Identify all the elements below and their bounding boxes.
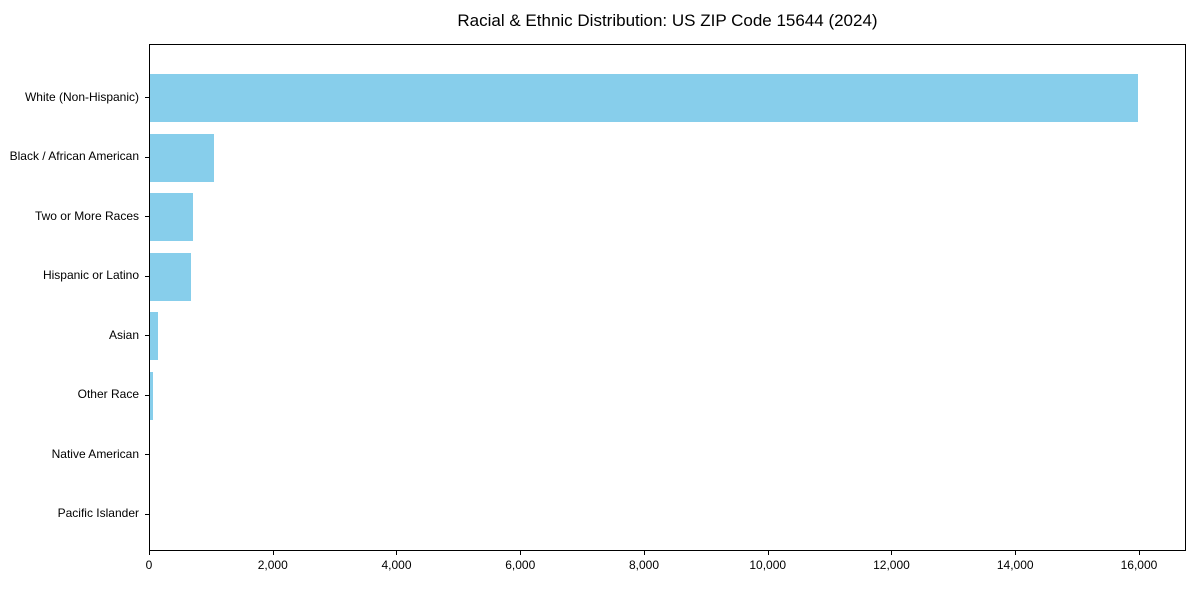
x-tick-label-10-000: 10,000 bbox=[749, 558, 787, 572]
y-tick-mark bbox=[145, 275, 149, 277]
x-tick-mark bbox=[767, 551, 769, 555]
x-tick-mark bbox=[643, 551, 645, 555]
y-tick-mark bbox=[145, 97, 149, 98]
x-tick-mark bbox=[520, 551, 522, 555]
x-tick-label-8-000: 8,000 bbox=[628, 558, 659, 572]
y-tick-label-two-or-more-races: Two or More Races bbox=[34, 208, 139, 223]
bar-hispanic-or-latino bbox=[150, 252, 192, 301]
y-tick-mark bbox=[145, 156, 149, 158]
y-tick-mark bbox=[145, 454, 149, 456]
x-tick-label-4-000: 4,000 bbox=[381, 558, 412, 572]
chart-title: Racial & Ethnic Distribution: US ZIP Cod… bbox=[457, 11, 878, 30]
y-tick-label-other-race: Other Race bbox=[77, 387, 139, 402]
bar-white-non-hispanic bbox=[150, 74, 1138, 122]
y-tick-mark bbox=[145, 394, 149, 396]
x-tick-label-14-000: 14,000 bbox=[996, 558, 1034, 572]
plot-area bbox=[149, 44, 1186, 551]
x-tick-mark bbox=[272, 551, 274, 555]
x-tick-mark bbox=[396, 551, 398, 555]
y-tick-label-white-non-hispanic: White (Non-Hispanic) bbox=[24, 89, 139, 104]
y-tick-label-pacific-islander: Pacific Islander bbox=[57, 506, 139, 521]
y-tick-mark bbox=[145, 513, 149, 515]
bar-other-race bbox=[150, 371, 154, 420]
x-tick-label-2-000: 2,000 bbox=[257, 558, 288, 572]
y-tick-label-hispanic-or-latino: Hispanic or Latino bbox=[42, 268, 139, 283]
x-tick-mark bbox=[1138, 551, 1140, 555]
bar-two-or-more-races bbox=[150, 193, 194, 242]
y-tick-mark bbox=[145, 216, 149, 218]
x-tick-label-16-000: 16,000 bbox=[1120, 558, 1158, 572]
x-tick-label-6-000: 6,000 bbox=[505, 558, 536, 572]
y-tick-label-asian: Asian bbox=[108, 327, 139, 342]
bar-black-african-american bbox=[150, 133, 214, 182]
x-tick-mark bbox=[1015, 551, 1017, 555]
x-tick-mark bbox=[149, 551, 150, 555]
y-tick-mark bbox=[145, 335, 149, 337]
y-tick-label-black-african-american: Black / African American bbox=[9, 149, 139, 164]
x-tick-mark bbox=[891, 551, 893, 555]
x-tick-label-0: 0 bbox=[145, 558, 153, 572]
y-tick-label-native-american: Native American bbox=[51, 446, 139, 461]
bar-asian bbox=[150, 312, 159, 361]
x-tick-label-12-000: 12,000 bbox=[873, 558, 910, 572]
